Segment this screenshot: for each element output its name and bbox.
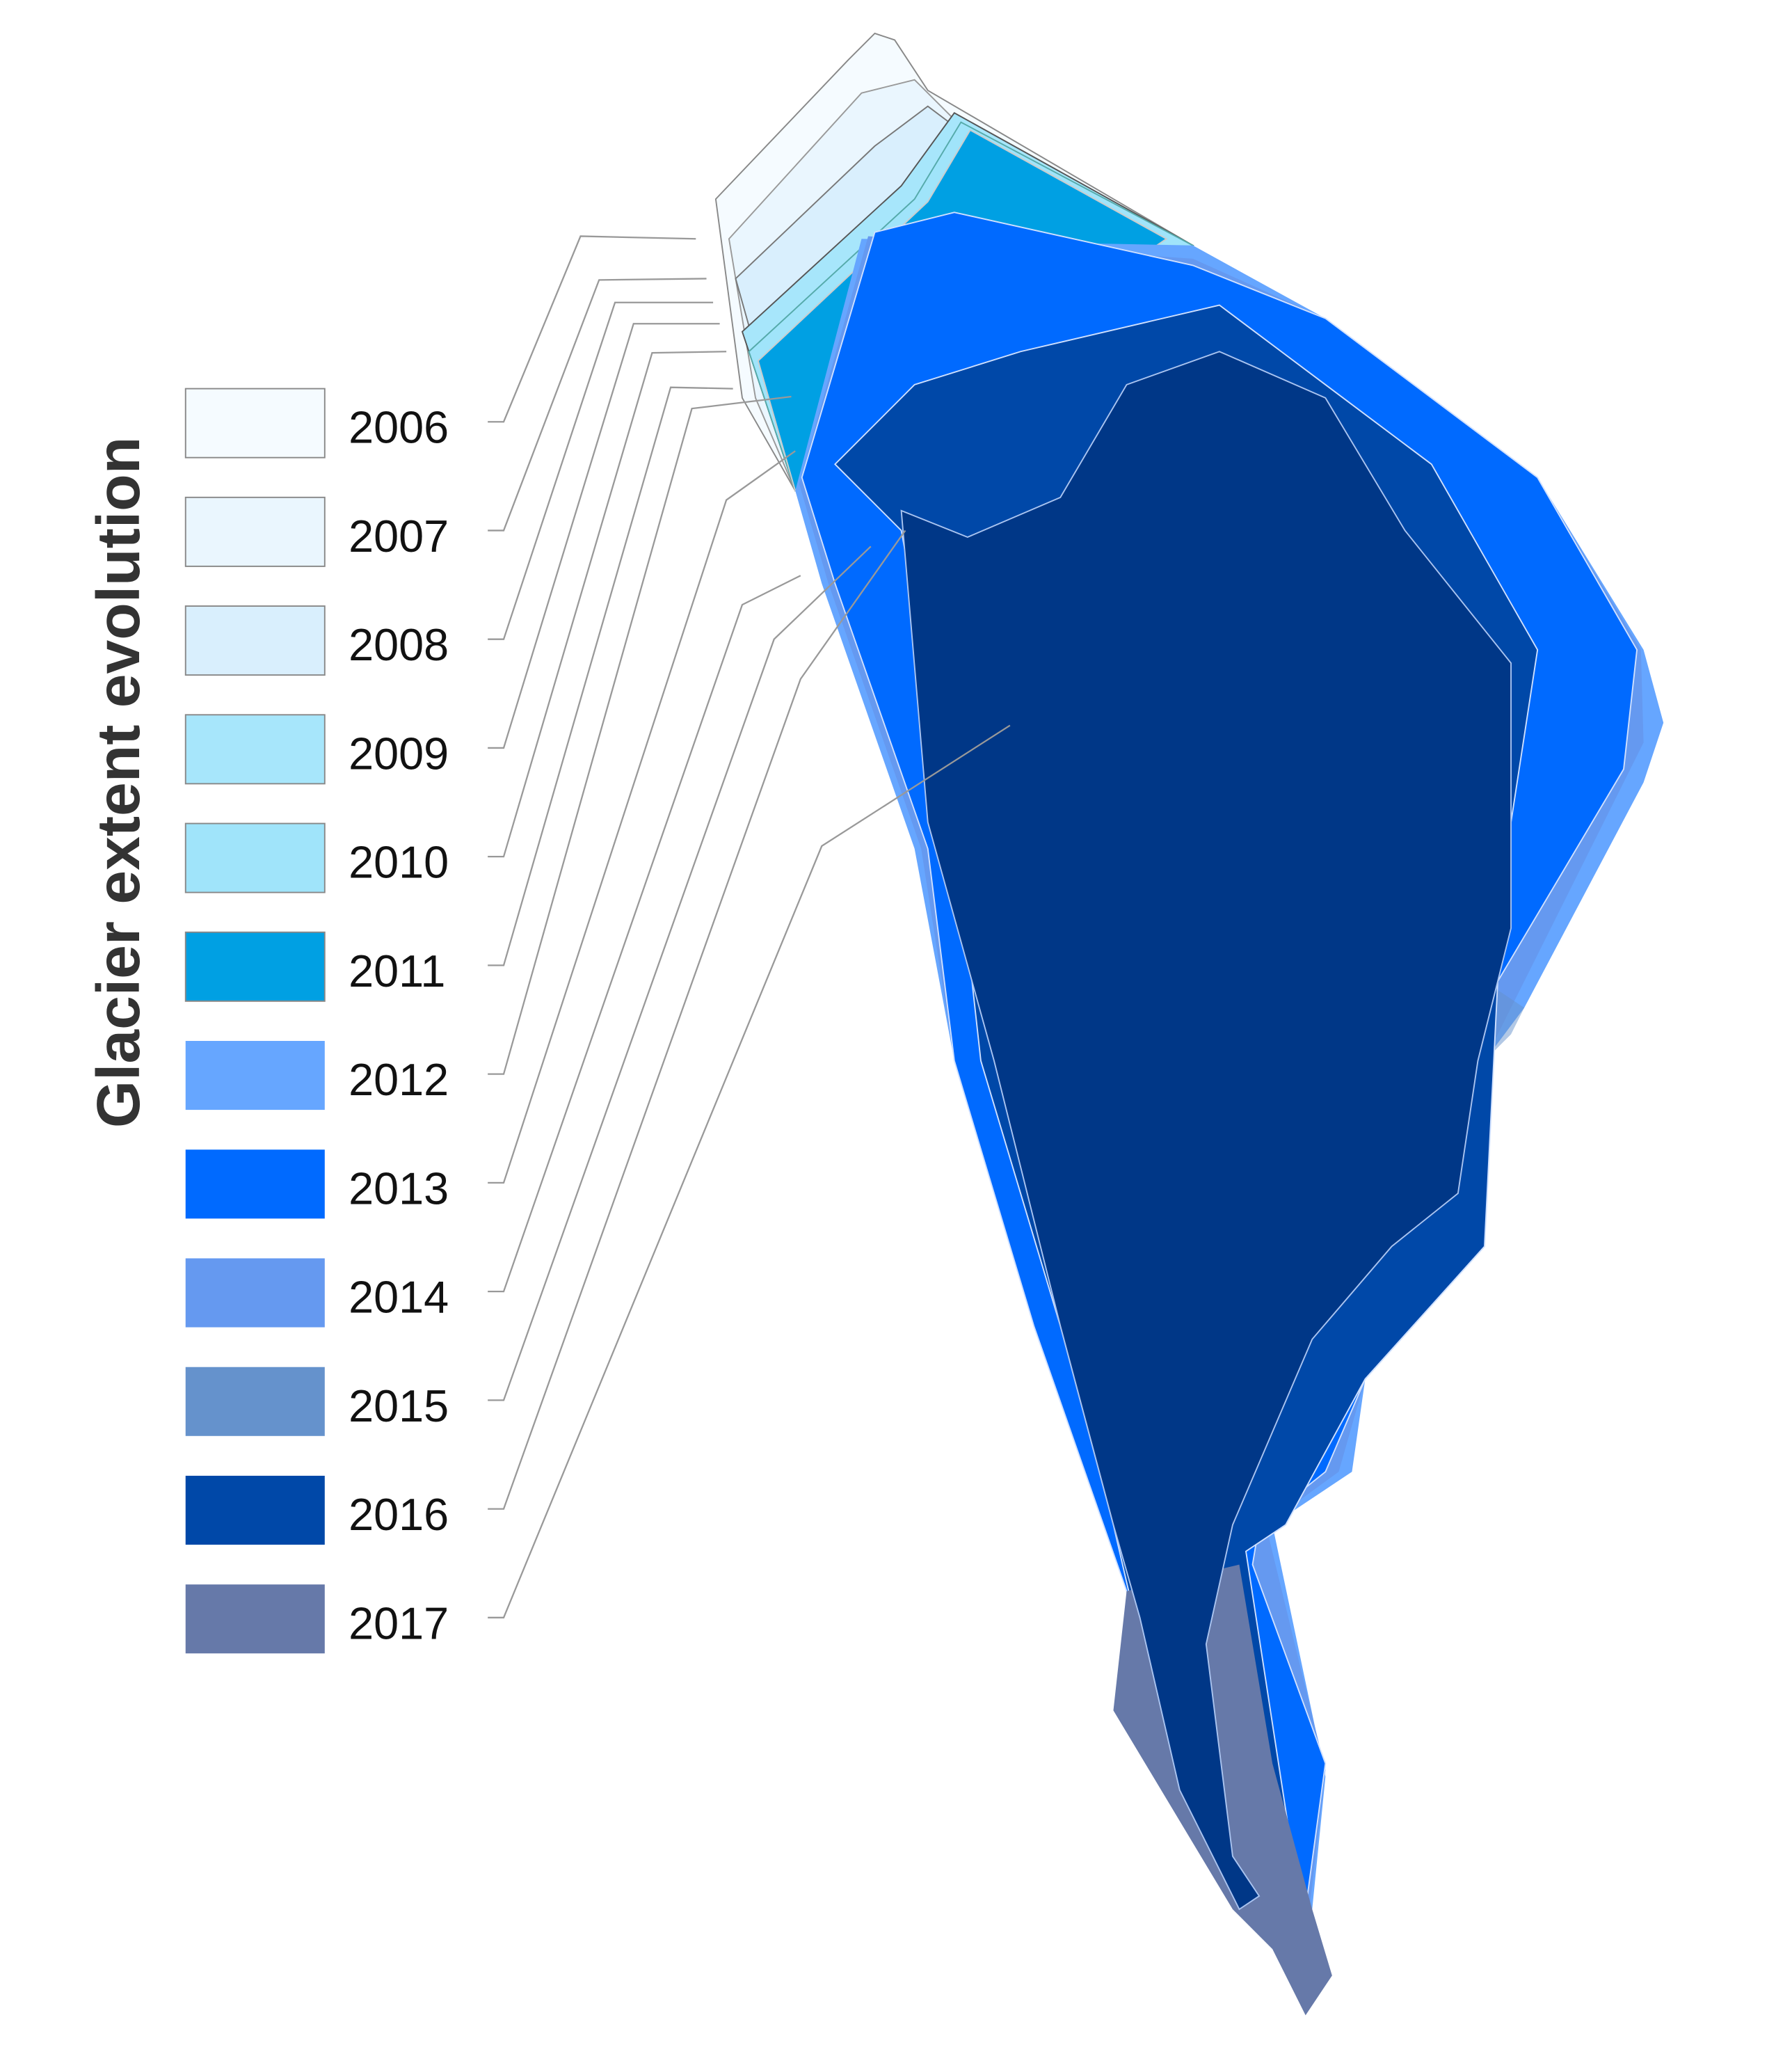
- glacier-core: [900, 351, 1512, 1911]
- legend-label: 2006: [349, 402, 449, 453]
- leader-line: [488, 235, 696, 423]
- legend-label: 2012: [349, 1054, 449, 1105]
- legend-label: 2015: [349, 1380, 449, 1431]
- legend-swatch: [185, 1041, 325, 1110]
- legend-swatch: [184, 931, 326, 1002]
- legend-swatch: [184, 714, 326, 785]
- leader-line: [488, 386, 733, 966]
- legend-label: 2013: [349, 1163, 449, 1213]
- leader-line: [488, 301, 714, 640]
- legend-swatch: [185, 1149, 325, 1219]
- leader-line: [488, 351, 727, 858]
- leader-line: [488, 546, 872, 1401]
- glacier: [714, 32, 1664, 2016]
- legend-label: 2010: [349, 837, 449, 888]
- title: Glacier extent evolution: [84, 437, 152, 1128]
- leader-line: [488, 278, 707, 532]
- legend-label: 2007: [349, 511, 449, 562]
- leader-line: [488, 323, 720, 749]
- leader-lines: [488, 235, 1011, 1618]
- legend-swatch: [184, 388, 326, 459]
- leader-line: [488, 724, 1011, 1618]
- legend-swatch: [184, 496, 326, 567]
- legend-swatch: [184, 605, 326, 676]
- legend: 2006 2007 2008 2009 2010 2011 2012 2013 2014 2015…: [184, 388, 449, 1654]
- legend-label: 2011: [349, 946, 445, 996]
- legend-label: 2017: [349, 1598, 449, 1648]
- legend-label: 2009: [349, 728, 449, 779]
- legend-swatch: [184, 822, 326, 893]
- leader-line: [488, 530, 906, 1510]
- legend-label: 2016: [349, 1489, 449, 1540]
- legend-label: 2014: [349, 1272, 449, 1323]
- leader-line: [488, 575, 801, 1293]
- legend-swatch: [185, 1367, 325, 1436]
- legend-swatch: [185, 1475, 325, 1545]
- legend-swatch: [185, 1584, 325, 1654]
- legend-swatch: [185, 1258, 325, 1328]
- leader-line: [488, 450, 796, 1184]
- leader-line: [488, 395, 792, 1075]
- legend-label: 2008: [349, 619, 449, 670]
